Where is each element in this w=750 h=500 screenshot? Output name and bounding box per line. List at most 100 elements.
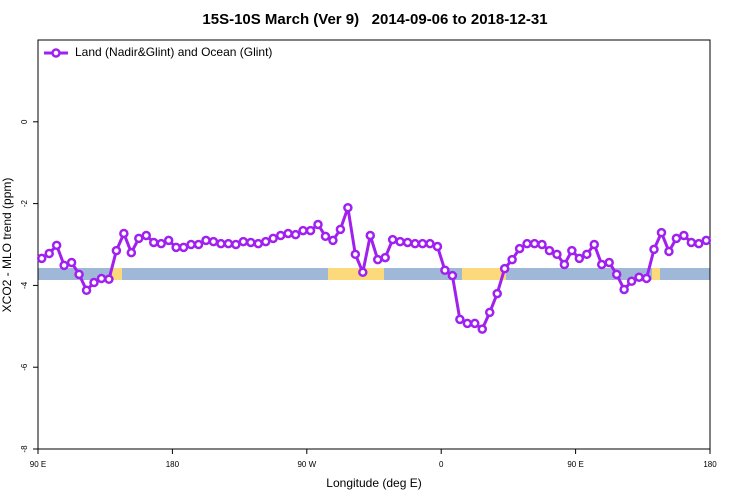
point bbox=[440, 265, 450, 276]
point bbox=[477, 324, 488, 334]
point bbox=[358, 267, 368, 278]
point bbox=[455, 314, 465, 325]
point bbox=[596, 259, 607, 270]
surface-mask bbox=[38, 268, 710, 280]
point bbox=[36, 253, 47, 264]
point bbox=[96, 273, 107, 284]
point bbox=[604, 257, 614, 268]
point bbox=[171, 242, 181, 253]
point bbox=[626, 276, 637, 287]
point bbox=[134, 233, 144, 244]
x-tick-label: 180 bbox=[703, 460, 717, 469]
x-tick-label: 90 W bbox=[297, 460, 316, 469]
point bbox=[350, 249, 361, 260]
point bbox=[283, 228, 293, 239]
point bbox=[387, 234, 398, 245]
point bbox=[44, 248, 54, 259]
point bbox=[634, 272, 644, 282]
point bbox=[559, 259, 570, 270]
point bbox=[156, 238, 166, 249]
point bbox=[104, 274, 114, 285]
point bbox=[111, 245, 122, 256]
point bbox=[544, 245, 555, 256]
point bbox=[343, 202, 353, 213]
point bbox=[694, 238, 704, 249]
x-tick-label: 90 E bbox=[567, 460, 583, 469]
point bbox=[537, 239, 547, 250]
point bbox=[552, 249, 562, 260]
point bbox=[447, 270, 458, 281]
mask-land bbox=[462, 268, 506, 280]
point bbox=[656, 227, 667, 238]
point bbox=[320, 231, 331, 242]
y-tick-label: -2 bbox=[20, 199, 29, 207]
point bbox=[208, 236, 219, 247]
point bbox=[671, 233, 682, 244]
point bbox=[522, 238, 532, 249]
point bbox=[432, 241, 443, 252]
point bbox=[141, 230, 152, 241]
x-axis-label: Longitude (deg E) bbox=[326, 476, 421, 490]
mask-land bbox=[328, 268, 384, 280]
point bbox=[81, 285, 92, 296]
point bbox=[664, 246, 674, 257]
point bbox=[462, 318, 473, 329]
point bbox=[470, 318, 480, 329]
point bbox=[119, 228, 129, 239]
point bbox=[126, 247, 137, 258]
point bbox=[410, 238, 420, 249]
point bbox=[589, 239, 600, 250]
point bbox=[701, 235, 712, 246]
chart-title: 15S-10S March (Ver 9) 2014-09-06 to 2018… bbox=[202, 11, 547, 28]
legend-label: Land (Nadir&Glint) and Ocean (Glint) bbox=[75, 45, 272, 59]
point bbox=[611, 269, 622, 280]
point bbox=[305, 225, 316, 236]
point bbox=[574, 253, 585, 264]
point bbox=[89, 277, 99, 288]
point bbox=[507, 254, 517, 265]
point bbox=[641, 273, 652, 284]
x-tick-label: 0 bbox=[439, 460, 444, 469]
legend-marker bbox=[51, 48, 61, 58]
mask-land bbox=[652, 268, 660, 280]
point bbox=[395, 236, 405, 247]
point bbox=[193, 239, 204, 250]
mask-land bbox=[112, 268, 122, 280]
point bbox=[246, 237, 256, 248]
point bbox=[66, 257, 77, 268]
point bbox=[492, 288, 502, 299]
x-tick-label: 180 bbox=[166, 460, 180, 469]
x-tick-label: 90 E bbox=[30, 460, 46, 469]
point bbox=[275, 230, 286, 241]
y-tick-label: -8 bbox=[20, 445, 29, 453]
point bbox=[260, 236, 271, 247]
y-tick-label: -4 bbox=[20, 281, 29, 289]
point bbox=[238, 236, 249, 247]
point bbox=[328, 235, 338, 246]
point bbox=[223, 238, 234, 249]
point bbox=[231, 239, 241, 250]
point bbox=[484, 307, 495, 318]
point bbox=[686, 237, 697, 248]
point bbox=[649, 244, 659, 255]
point bbox=[582, 249, 592, 260]
point bbox=[298, 225, 308, 236]
point bbox=[268, 233, 278, 244]
point bbox=[59, 260, 69, 271]
point bbox=[51, 240, 62, 251]
point bbox=[186, 239, 196, 250]
point bbox=[417, 238, 428, 249]
point bbox=[514, 243, 525, 254]
point bbox=[148, 237, 159, 248]
point bbox=[365, 230, 376, 241]
point bbox=[529, 238, 540, 249]
point bbox=[74, 269, 84, 280]
point bbox=[402, 237, 413, 248]
point bbox=[499, 263, 510, 274]
point bbox=[290, 229, 301, 240]
point bbox=[380, 252, 390, 263]
point bbox=[253, 238, 264, 249]
y-tick-label: -6 bbox=[20, 363, 29, 371]
point bbox=[201, 235, 211, 246]
